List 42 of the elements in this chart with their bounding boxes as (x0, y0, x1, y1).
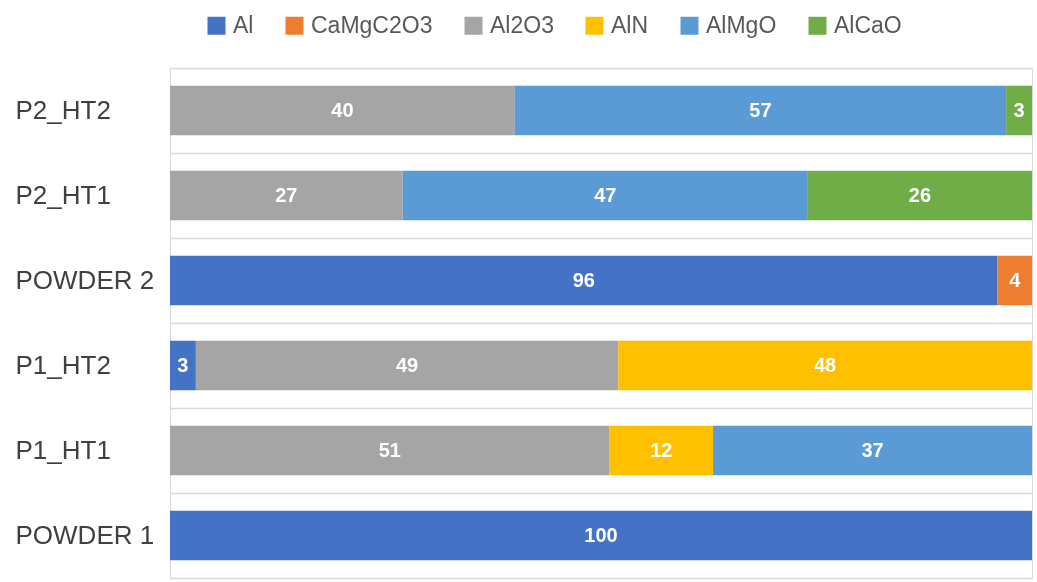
y-tick-label: P2_HT1 (15, 180, 111, 210)
legend-label: Al (233, 11, 254, 38)
legend-label: AlMgO (706, 11, 777, 38)
data-label: 100 (584, 523, 618, 546)
bar (170, 170, 403, 221)
data-label: 3 (177, 353, 189, 376)
y-tick-label: POWDER 1 (15, 520, 155, 550)
bar (1006, 85, 1032, 136)
bar (807, 170, 1032, 221)
bar (514, 85, 1007, 136)
bar (170, 255, 998, 306)
data-label: 49 (395, 353, 419, 376)
y-tick-label: P1_HT2 (15, 350, 111, 380)
bar (713, 425, 1032, 476)
data-label: 27 (275, 183, 298, 206)
data-label: 48 (813, 353, 837, 376)
legend-label: AlN (611, 11, 649, 38)
data-label: 37 (861, 438, 884, 461)
data-label: 3 (1013, 98, 1025, 121)
y-tick-label: P2_HT2 (15, 95, 111, 125)
bar (195, 340, 619, 391)
data-label: 51 (378, 438, 401, 461)
data-label: 40 (331, 98, 354, 121)
data-label: 4 (1009, 268, 1022, 291)
bar (170, 340, 196, 391)
data-label: 96 (572, 268, 595, 291)
bar (170, 85, 515, 136)
data-label: 47 (594, 183, 617, 206)
bar (609, 425, 714, 476)
data-label: 26 (908, 183, 932, 206)
data-label: 12 (650, 438, 673, 461)
legend-label: Al2O3 (490, 11, 554, 38)
y-tick-label: P1_HT1 (15, 435, 111, 465)
bar (618, 340, 1032, 391)
data-label: 57 (749, 98, 772, 121)
bar (997, 255, 1032, 306)
bar (402, 170, 808, 221)
bar (170, 510, 1032, 561)
legend-label: CaMgC2O3 (311, 11, 433, 38)
legend-label: AlCaO (834, 11, 902, 38)
y-tick-label: POWDER 2 (15, 265, 155, 295)
bar (170, 425, 610, 476)
